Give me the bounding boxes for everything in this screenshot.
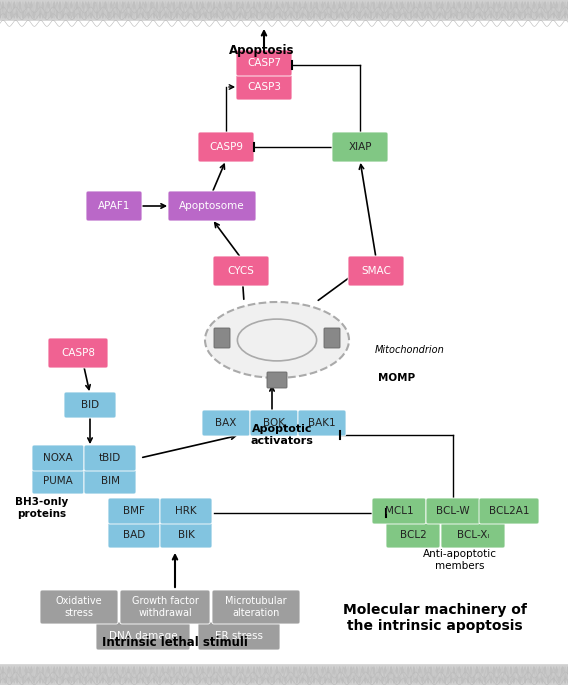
Text: MCL1: MCL1 bbox=[385, 506, 414, 516]
FancyBboxPatch shape bbox=[348, 256, 404, 286]
Text: XIAP: XIAP bbox=[348, 142, 371, 152]
FancyBboxPatch shape bbox=[267, 372, 287, 388]
Text: Oxidative
stress: Oxidative stress bbox=[56, 596, 102, 618]
FancyBboxPatch shape bbox=[426, 498, 480, 524]
Text: BOK: BOK bbox=[263, 418, 285, 428]
FancyBboxPatch shape bbox=[479, 498, 539, 524]
Text: Apoptosome: Apoptosome bbox=[179, 201, 245, 211]
Text: Apoptosis: Apoptosis bbox=[229, 44, 295, 56]
FancyBboxPatch shape bbox=[32, 468, 84, 494]
FancyBboxPatch shape bbox=[198, 622, 280, 650]
Text: CYCS: CYCS bbox=[228, 266, 254, 276]
Text: Microtubular
alteration: Microtubular alteration bbox=[225, 596, 287, 618]
Ellipse shape bbox=[237, 319, 316, 361]
Text: HRK: HRK bbox=[175, 506, 197, 516]
Text: BCL2: BCL2 bbox=[400, 530, 427, 540]
Text: BCL-W: BCL-W bbox=[436, 506, 470, 516]
FancyBboxPatch shape bbox=[372, 498, 426, 524]
FancyBboxPatch shape bbox=[202, 410, 250, 436]
Text: NOXA: NOXA bbox=[43, 453, 73, 463]
FancyBboxPatch shape bbox=[86, 191, 142, 221]
Text: Apoptotic
activators: Apoptotic activators bbox=[250, 424, 314, 446]
Text: ER stress: ER stress bbox=[215, 631, 263, 641]
Text: SMAC: SMAC bbox=[361, 266, 391, 276]
FancyBboxPatch shape bbox=[96, 622, 190, 650]
FancyBboxPatch shape bbox=[441, 522, 505, 548]
FancyBboxPatch shape bbox=[108, 498, 160, 524]
Text: BMF: BMF bbox=[123, 506, 145, 516]
Text: BID: BID bbox=[81, 400, 99, 410]
FancyBboxPatch shape bbox=[236, 74, 292, 100]
Text: BAK1: BAK1 bbox=[308, 418, 336, 428]
Text: Anti-apoptotic
members: Anti-apoptotic members bbox=[423, 549, 497, 571]
Text: BCL2A1: BCL2A1 bbox=[488, 506, 529, 516]
FancyBboxPatch shape bbox=[386, 522, 440, 548]
FancyBboxPatch shape bbox=[198, 132, 254, 162]
FancyBboxPatch shape bbox=[213, 256, 269, 286]
FancyBboxPatch shape bbox=[168, 191, 256, 221]
FancyBboxPatch shape bbox=[214, 328, 230, 348]
Text: BIM: BIM bbox=[101, 476, 119, 486]
Text: PUMA: PUMA bbox=[43, 476, 73, 486]
FancyBboxPatch shape bbox=[120, 590, 210, 624]
FancyBboxPatch shape bbox=[84, 445, 136, 471]
Text: BAX: BAX bbox=[215, 418, 237, 428]
Text: MOMP: MOMP bbox=[378, 373, 415, 383]
Text: BAD: BAD bbox=[123, 530, 145, 540]
Text: Mitochondrion: Mitochondrion bbox=[375, 345, 445, 355]
FancyBboxPatch shape bbox=[160, 498, 212, 524]
Text: APAF1: APAF1 bbox=[98, 201, 130, 211]
FancyBboxPatch shape bbox=[48, 338, 108, 368]
FancyBboxPatch shape bbox=[236, 50, 292, 76]
FancyBboxPatch shape bbox=[40, 590, 118, 624]
Text: CASP9: CASP9 bbox=[209, 142, 243, 152]
Text: Molecular machinery of
the intrinsic apoptosis: Molecular machinery of the intrinsic apo… bbox=[343, 603, 527, 633]
Ellipse shape bbox=[205, 302, 349, 378]
FancyBboxPatch shape bbox=[108, 522, 160, 548]
FancyBboxPatch shape bbox=[160, 522, 212, 548]
FancyBboxPatch shape bbox=[212, 590, 300, 624]
FancyBboxPatch shape bbox=[324, 328, 340, 348]
FancyBboxPatch shape bbox=[332, 132, 388, 162]
Text: BH3-only
proteins: BH3-only proteins bbox=[15, 497, 69, 519]
Text: DNA damage: DNA damage bbox=[108, 631, 177, 641]
FancyBboxPatch shape bbox=[32, 445, 84, 471]
Text: tBID: tBID bbox=[99, 453, 121, 463]
FancyBboxPatch shape bbox=[298, 410, 346, 436]
Text: Intrinsic lethal stimuli: Intrinsic lethal stimuli bbox=[102, 636, 248, 649]
Text: BCL-Xₗ: BCL-Xₗ bbox=[457, 530, 489, 540]
Text: CASP3: CASP3 bbox=[247, 82, 281, 92]
FancyBboxPatch shape bbox=[64, 392, 116, 418]
FancyBboxPatch shape bbox=[84, 468, 136, 494]
Text: CASP7: CASP7 bbox=[247, 58, 281, 68]
Text: BIK: BIK bbox=[178, 530, 194, 540]
Text: CASP8: CASP8 bbox=[61, 348, 95, 358]
FancyBboxPatch shape bbox=[250, 410, 298, 436]
Text: Growth factor
withdrawal: Growth factor withdrawal bbox=[132, 596, 198, 618]
